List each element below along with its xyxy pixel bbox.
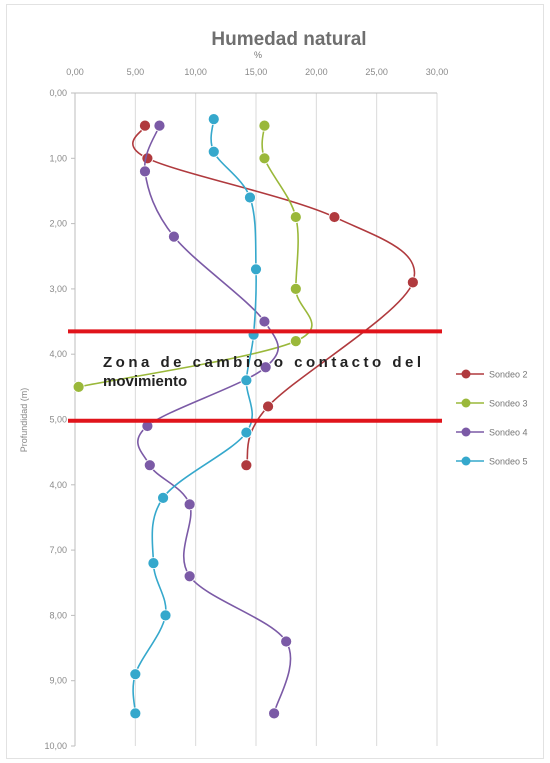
data-point-sondeo-4: [139, 165, 151, 178]
y-tick-label: 7,00: [49, 545, 67, 555]
data-point-sondeo-5: [129, 707, 142, 720]
data-point-sondeo-2: [139, 119, 151, 132]
data-point-sondeo-5: [147, 557, 160, 570]
data-point-sondeo-2: [328, 211, 341, 223]
data-point-sondeo-5: [250, 263, 262, 276]
data-point-sondeo-5: [207, 145, 220, 158]
y-tick-label: 3,00: [49, 284, 67, 294]
x-tick-labels: 0,00 5,00 10,00 15,00 20,00 25,00 30,00: [66, 67, 448, 77]
y-tick-label: 2,00: [49, 219, 67, 229]
y-tick-label: 4,00: [49, 480, 67, 490]
series-line-sondeo-5: [132, 119, 257, 714]
y-tick-label: 0,00: [49, 88, 67, 98]
data-point-sondeo-2: [262, 400, 274, 413]
data-point-sondeo-5: [157, 491, 169, 504]
annotation-line: movimiento: [103, 373, 187, 390]
legend-marker-sondeo-4: [461, 427, 471, 437]
y-tick-label: 5,00: [49, 415, 67, 425]
data-point-sondeo-4: [268, 707, 281, 720]
y-tick-label: 9,00: [49, 676, 67, 686]
data-point-sondeo-5: [129, 668, 142, 681]
legend-label-sondeo-2: Sondeo 2: [489, 370, 528, 380]
legend: Sondeo 2 Sondeo 3 Sondeo 4 Sondeo 5: [456, 369, 528, 467]
data-point-sondeo-3: [258, 152, 271, 165]
data-point-sondeo-5: [240, 426, 253, 439]
data-point-sondeo-5: [159, 609, 172, 622]
y-tick-label: 8,00: [49, 610, 67, 620]
x-tick-label: 20,00: [305, 67, 328, 77]
x-tick-label: 30,00: [426, 67, 449, 77]
x-tick-label: 15,00: [245, 67, 268, 77]
legend-marker-sondeo-2: [461, 369, 471, 379]
data-point-sondeo-3: [258, 119, 271, 132]
legend-label-sondeo-3: Sondeo 3: [489, 399, 528, 409]
legend-marker-sondeo-3: [461, 398, 471, 408]
y-tick-label: 4,00: [49, 349, 67, 359]
legend-label-sondeo-5: Sondeo 5: [489, 457, 528, 467]
x-tick-label: 10,00: [184, 67, 207, 77]
data-point-sondeo-4: [258, 315, 271, 328]
chart-frame: [6, 4, 544, 759]
y-tick-labels: 0,00 1,00 2,00 3,00 4,00 5,00 4,00 7,00 8,00 9,00…: [44, 88, 75, 751]
red-lines: [68, 329, 442, 423]
annotation-line: Zona de cambio o contacto del: [103, 354, 421, 371]
data-point-sondeo-4: [153, 119, 166, 132]
y-axis-label: Profundidad (m): [19, 388, 29, 453]
data-point-sondeo-3: [289, 211, 302, 223]
data-point-sondeo-4: [259, 361, 272, 374]
x-tick-label: 5,00: [127, 67, 145, 77]
data-point-sondeo-3: [72, 380, 85, 393]
y-tick-label: 10,00: [44, 741, 67, 751]
legend-marker-sondeo-5: [461, 456, 471, 466]
data-point-sondeo-5: [244, 191, 256, 204]
data-point-sondeo-5: [240, 374, 253, 387]
data-point-sondeo-4: [280, 635, 293, 648]
legend-label-sondeo-4: Sondeo 4: [489, 428, 528, 438]
data-point-sondeo-4: [168, 230, 180, 243]
data-point-sondeo-3: [289, 282, 302, 295]
x-tick-label: 0,00: [66, 67, 84, 77]
x-axis-label: %: [254, 50, 262, 60]
data-point-sondeo-3: [289, 335, 302, 348]
y-tick-label: 1,00: [49, 153, 67, 163]
data-point-sondeo-2: [406, 276, 419, 289]
annotation-text: Zona de cambio o contacto del movimiento: [103, 354, 421, 390]
data-point-sondeo-4: [143, 459, 156, 472]
data-point-sondeo-4: [183, 570, 196, 583]
series-group: [72, 113, 419, 720]
chart-title: Humedad natural: [211, 29, 366, 50]
data-point-sondeo-2: [240, 459, 253, 472]
data-point-sondeo-4: [183, 498, 196, 511]
x-tick-label: 25,00: [365, 67, 388, 77]
data-point-sondeo-5: [207, 113, 220, 126]
